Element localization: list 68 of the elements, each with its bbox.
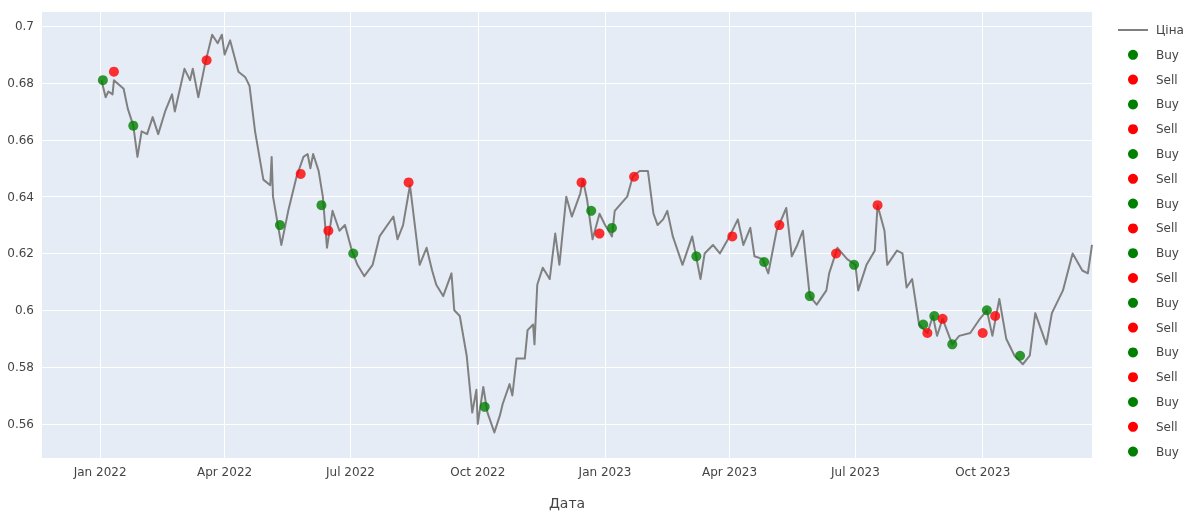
point bbox=[97, 75, 108, 86]
point bbox=[295, 168, 306, 179]
point bbox=[323, 225, 334, 236]
y-tick-label: 0.56 bbox=[7, 416, 34, 431]
point bbox=[831, 248, 842, 259]
legend-label: Buy bbox=[1156, 395, 1179, 409]
x-tick-label: Jul 2023 bbox=[830, 465, 880, 479]
legend-label: Buy bbox=[1156, 196, 1179, 211]
point bbox=[929, 310, 940, 321]
point bbox=[576, 177, 587, 188]
legend-label: Sell bbox=[1156, 370, 1178, 385]
y-tick-label: 0.6 bbox=[14, 303, 34, 318]
point bbox=[872, 200, 883, 211]
point bbox=[348, 248, 359, 259]
point bbox=[629, 171, 640, 182]
y-tick-label: 0.66 bbox=[7, 132, 34, 147]
point bbox=[1015, 350, 1026, 361]
legend-label: Buy bbox=[1156, 246, 1179, 261]
point bbox=[990, 310, 1001, 321]
point bbox=[759, 256, 770, 267]
x-axis-title: Дата bbox=[548, 495, 586, 511]
point bbox=[606, 222, 617, 233]
legend-label: Buy bbox=[1156, 147, 1179, 161]
x-tick-label: Oct 2022 bbox=[450, 465, 506, 479]
legend-label: Sell bbox=[1156, 271, 1178, 285]
x-tick-label: Oct 2023 bbox=[955, 465, 1011, 479]
y-tick-label: 0.7 bbox=[14, 19, 34, 34]
legend-label: Sell bbox=[1156, 221, 1178, 236]
y-tick-label: 0.68 bbox=[7, 76, 34, 91]
legend-label: Sell bbox=[1156, 419, 1178, 434]
legend-label: Sell bbox=[1156, 171, 1178, 186]
point bbox=[922, 328, 933, 338]
point bbox=[804, 291, 815, 302]
point bbox=[727, 231, 738, 242]
legend-label: Buy bbox=[1156, 47, 1179, 62]
x-tick-label: Apr 2023 bbox=[701, 465, 758, 479]
point bbox=[128, 120, 139, 131]
point bbox=[201, 55, 212, 66]
point bbox=[479, 401, 490, 412]
point bbox=[586, 205, 597, 216]
y-tick-label: 0.62 bbox=[7, 246, 34, 261]
legend-label: Buy bbox=[1156, 295, 1179, 310]
point bbox=[937, 313, 948, 324]
y-tick-label: 0.64 bbox=[7, 189, 34, 204]
legend-label: Ціна bbox=[1156, 23, 1184, 37]
point bbox=[977, 328, 988, 338]
legend-label: Sell bbox=[1156, 122, 1178, 137]
point bbox=[108, 66, 119, 77]
point bbox=[316, 200, 327, 211]
legend-label: Buy bbox=[1156, 345, 1179, 360]
legend-label: Buy bbox=[1156, 444, 1179, 459]
x-tick-label: Jan 2023 bbox=[577, 465, 632, 479]
x-tick-label: Jan 2022 bbox=[72, 465, 127, 479]
point bbox=[947, 339, 958, 350]
point bbox=[849, 259, 860, 270]
point bbox=[774, 220, 785, 231]
point bbox=[403, 177, 414, 188]
point bbox=[981, 305, 992, 316]
legend-label: Sell bbox=[1156, 320, 1178, 335]
legend-label: Buy bbox=[1156, 97, 1179, 112]
x-tick-label: Apr 2022 bbox=[197, 465, 253, 479]
x-tick-label: Jul 2022 bbox=[325, 465, 375, 479]
point bbox=[691, 251, 702, 262]
point bbox=[918, 319, 929, 330]
point bbox=[274, 220, 285, 231]
y-tick-label: 0.58 bbox=[7, 360, 34, 375]
point bbox=[594, 228, 605, 239]
legend-label: Sell bbox=[1156, 72, 1178, 87]
